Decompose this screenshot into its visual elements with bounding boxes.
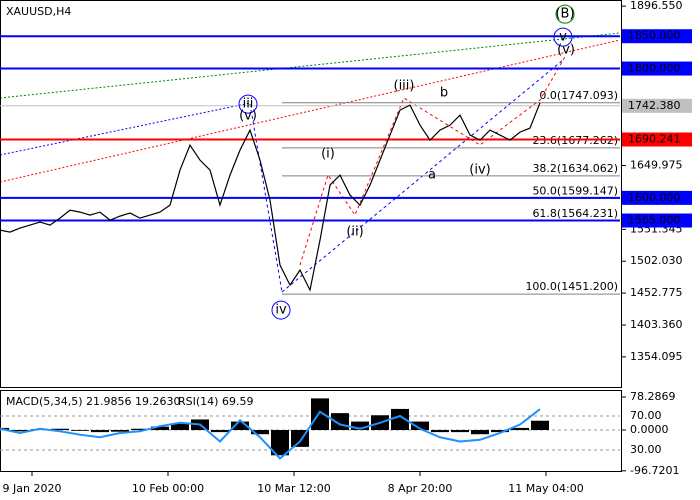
wave-label: iii	[243, 97, 254, 112]
y-tick-label: 1649.975	[630, 159, 683, 172]
level-label: 1800.000	[628, 62, 681, 75]
x-tick-label: 10 Mar 12:00	[257, 482, 330, 495]
macd-bar	[171, 423, 189, 431]
wave-label: (ii)	[346, 225, 363, 240]
macd-bar	[131, 428, 149, 431]
level-label: 1690.241	[628, 133, 681, 146]
wave-label: b	[440, 86, 448, 101]
macd-bar	[11, 430, 29, 432]
macd-bar	[531, 420, 549, 431]
wave-circle	[555, 4, 575, 24]
macd-bar	[51, 428, 69, 431]
wave-label: (v)	[557, 43, 575, 58]
x-tick-label: 8 Apr 20:00	[388, 482, 453, 495]
macd-bar	[431, 430, 449, 433]
level-label: 1600.000	[628, 191, 681, 204]
rsi-title: RSI(14) 69.59	[178, 395, 253, 408]
symbol-title: XAUUSD,H4	[6, 5, 71, 18]
y2-tick-label: 30.00	[630, 443, 662, 456]
y-tick-label: 1354.095	[630, 350, 683, 363]
y2-tick-label: 70.00	[630, 409, 662, 422]
macd-bar	[111, 430, 129, 432]
wave-label: iv	[275, 303, 287, 318]
wave-circle	[238, 94, 258, 114]
level-label: 1565.000	[628, 214, 681, 227]
wave-line	[299, 54, 567, 266]
fib-label: 0.0(1747.093)	[539, 89, 618, 102]
macd-bar	[491, 430, 509, 433]
macd-bar	[211, 430, 229, 433]
macd-bar	[251, 430, 269, 435]
y-tick-label: 1502.030	[630, 254, 683, 267]
macd-bar	[451, 430, 469, 433]
wave-label: (iii)	[394, 79, 415, 94]
macd-bar	[511, 427, 529, 431]
wave-circle	[553, 27, 573, 47]
fib-label: 50.0(1599.147)	[532, 184, 618, 197]
y-tick-label: 1896.550	[630, 0, 683, 12]
y-tick-label: 0.0000	[630, 423, 669, 436]
wave-label: a	[428, 168, 436, 183]
level-box	[622, 213, 692, 228]
macd-bar	[471, 430, 489, 435]
wave-label: (B)	[555, 7, 574, 22]
main-frame	[0, 0, 622, 388]
price-line	[0, 102, 541, 292]
wave-label: (i)	[321, 147, 335, 162]
level-label: 1742.380	[628, 99, 681, 112]
wave-label: v	[559, 30, 567, 45]
x-tick-label: 10 Feb 00:00	[132, 482, 204, 495]
fib-label: 61.8(1564.231)	[532, 207, 618, 220]
macd-bar	[71, 430, 89, 431]
macd-bar	[411, 421, 429, 431]
macd-title: MACD(5,34,5) 21.9856 19.2630	[6, 395, 181, 408]
level-box	[622, 98, 692, 113]
rsi-line	[0, 408, 541, 460]
trend-line	[0, 102, 251, 156]
level-box	[622, 61, 692, 76]
fib-label: 38.2(1634.062)	[532, 162, 618, 175]
y-tick-label: 1403.360	[630, 318, 683, 331]
indicator-frame	[0, 390, 622, 472]
y-tick-label: 1452.775	[630, 286, 683, 299]
y-tick-label: -96.7201	[630, 464, 679, 477]
macd-bar	[231, 421, 249, 431]
x-tick-label: 9 Jan 2020	[3, 482, 62, 495]
y-tick-label: 78.2869	[630, 390, 676, 403]
macd-bar	[271, 430, 289, 456]
wave-circle	[271, 300, 291, 320]
wave-label: (iv)	[469, 163, 490, 178]
fib-label: 100.0(1451.200)	[525, 280, 618, 293]
level-box	[622, 132, 692, 147]
macd-bar	[351, 421, 369, 431]
level-label: 1850.000	[628, 29, 681, 42]
level-box	[622, 29, 692, 44]
level-box	[622, 190, 692, 205]
macd-bar	[391, 408, 409, 431]
x-tick-label: 11 May 04:00	[508, 482, 583, 495]
macd-bar	[151, 426, 169, 431]
wave-label: (v)	[239, 109, 257, 124]
trend-line	[249, 103, 283, 293]
macd-bar	[91, 430, 109, 433]
macd-bar	[311, 398, 329, 431]
